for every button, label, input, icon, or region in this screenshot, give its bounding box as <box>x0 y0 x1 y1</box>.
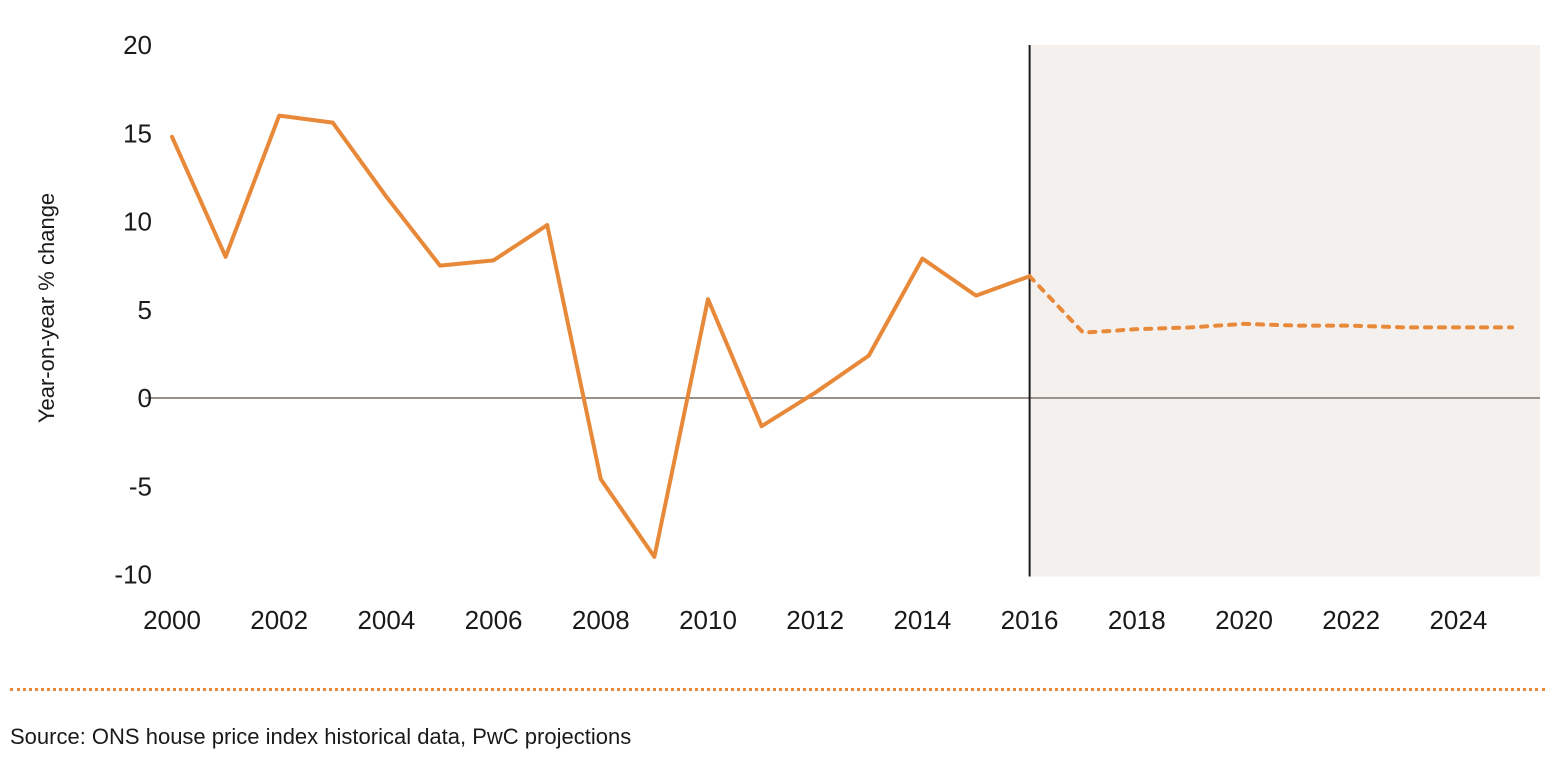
x-tick-label: 2010 <box>679 605 737 635</box>
x-tick-label: 2004 <box>357 605 415 635</box>
x-tick-label: 2006 <box>465 605 523 635</box>
projection-series-line <box>1027 274 1514 335</box>
line-chart: 20 15 10 5 0 -5 -10 2000 2002 2004 2006 2008 2010 201… <box>34 30 1540 635</box>
y-axis-label: Year-on-year % change <box>34 193 59 423</box>
dotted-divider <box>10 688 1545 691</box>
y-tick-label: -10 <box>114 560 152 590</box>
x-tick-label: 2002 <box>250 605 308 635</box>
x-tick-label: 2016 <box>1001 605 1059 635</box>
x-tick-label: 2020 <box>1215 605 1273 635</box>
historical-series-line <box>170 113 1032 559</box>
source-note: Source: ONS house price index historical… <box>10 724 632 749</box>
y-tick-label: 20 <box>123 30 152 60</box>
x-tick-label: 2022 <box>1322 605 1380 635</box>
forecast-region <box>1029 45 1540 577</box>
x-tick-label: 2008 <box>572 605 630 635</box>
x-tick-label: 2018 <box>1108 605 1166 635</box>
x-tick-label: 2014 <box>893 605 951 635</box>
y-tick-label: 5 <box>138 295 152 325</box>
x-tick-label: 2024 <box>1429 605 1487 635</box>
y-tick-label: -5 <box>129 471 152 501</box>
x-tick-label: 2012 <box>786 605 844 635</box>
y-tick-label: 0 <box>138 383 152 413</box>
y-tick-label: 10 <box>123 207 152 237</box>
y-tick-label: 15 <box>123 118 152 148</box>
x-tick-label: 2000 <box>143 605 201 635</box>
